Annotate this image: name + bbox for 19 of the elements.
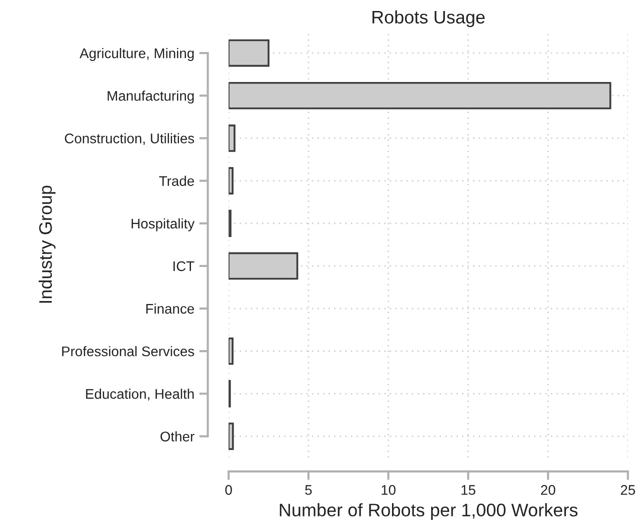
y-tick-label: Finance bbox=[146, 304, 194, 314]
x-axis-title: Number of Robots per 1,000 Workers bbox=[280, 503, 578, 520]
y-tick-label: Manufacturing bbox=[108, 90, 194, 104]
y-tick-label: Professional Services bbox=[62, 346, 194, 356]
y-axis-title: Industry Group bbox=[38, 186, 56, 303]
x-tick-label: 10 bbox=[382, 485, 396, 495]
y-tick-label: Hospitality bbox=[132, 218, 195, 232]
y-tick-label: Construction, Utilities bbox=[64, 133, 194, 146]
x-tick-label: 5 bbox=[305, 485, 312, 495]
y-tick-label: ICT bbox=[174, 261, 194, 272]
x-tick-label: 20 bbox=[541, 485, 556, 495]
x-tick-label: 0 bbox=[225, 485, 232, 495]
y-tick-label: Agriculture, Mining bbox=[80, 48, 194, 61]
chart-title: Robots Usage bbox=[372, 10, 485, 28]
y-tick-label: Trade bbox=[159, 176, 194, 186]
y-tick-label: Education, Health bbox=[86, 388, 194, 401]
y-tick-label: Other bbox=[160, 431, 194, 442]
x-tick-label: 15 bbox=[462, 485, 476, 495]
x-tick-label: 25 bbox=[620, 485, 636, 495]
